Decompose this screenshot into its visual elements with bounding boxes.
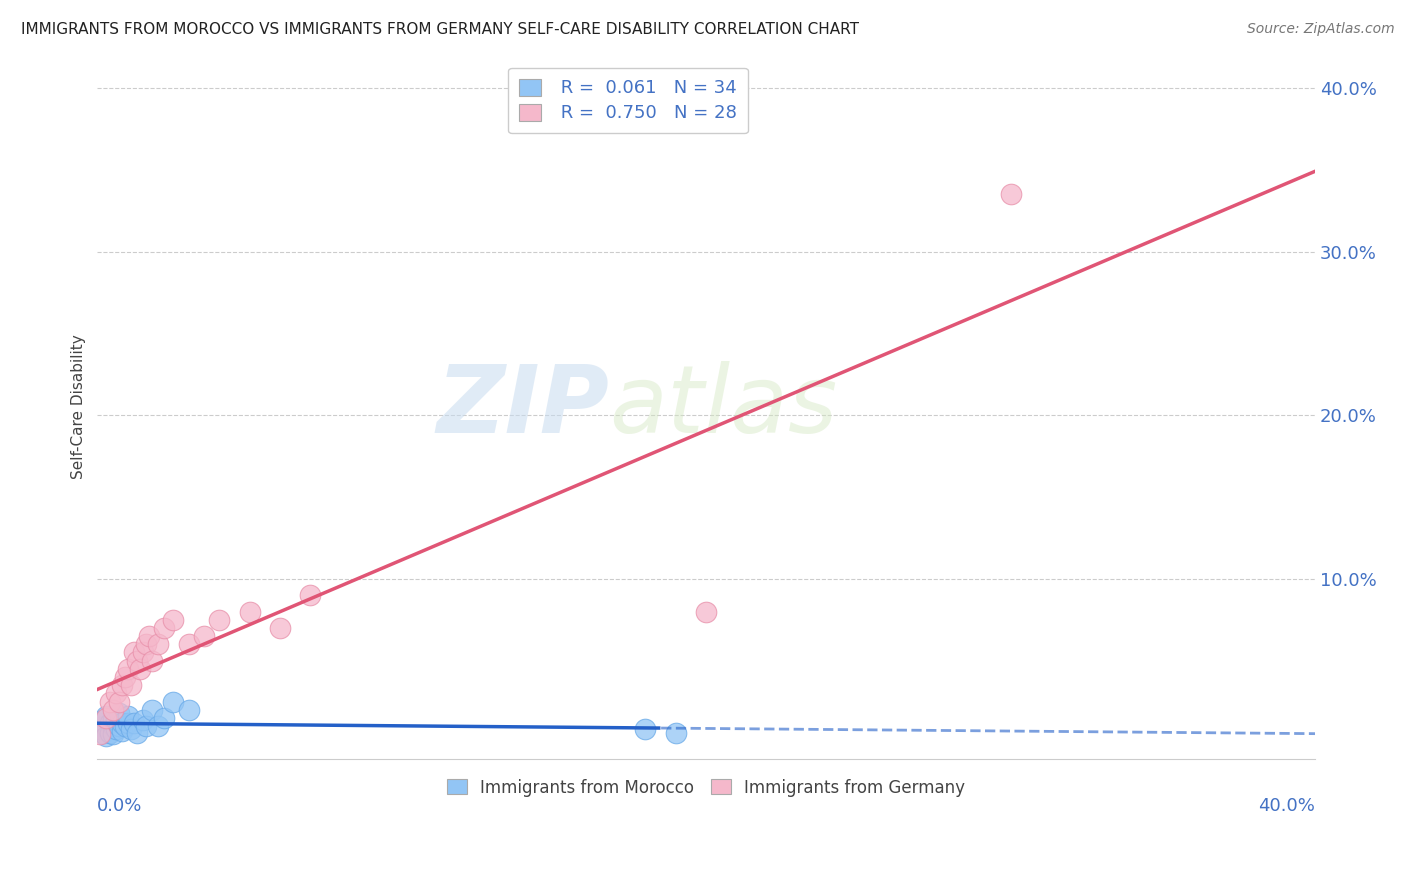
Point	[104, 713, 127, 727]
Point	[129, 662, 152, 676]
Point	[148, 719, 170, 733]
Point	[114, 670, 136, 684]
Point	[665, 725, 688, 739]
Point	[111, 715, 134, 730]
Point	[122, 715, 145, 730]
Point	[101, 719, 124, 733]
Point	[132, 645, 155, 659]
Point	[120, 723, 142, 737]
Point	[111, 678, 134, 692]
Point	[120, 678, 142, 692]
Point	[132, 713, 155, 727]
Point	[162, 613, 184, 627]
Point	[153, 621, 176, 635]
Point	[117, 709, 139, 723]
Point	[101, 727, 124, 741]
Point	[117, 662, 139, 676]
Point	[125, 654, 148, 668]
Point	[138, 629, 160, 643]
Point	[269, 621, 291, 635]
Text: ZIP: ZIP	[436, 361, 609, 453]
Point	[104, 723, 127, 737]
Point	[107, 719, 129, 733]
Point	[114, 719, 136, 733]
Point	[153, 711, 176, 725]
Point	[101, 703, 124, 717]
Point	[104, 686, 127, 700]
Point	[101, 713, 124, 727]
Point	[135, 719, 157, 733]
Legend: Immigrants from Morocco, Immigrants from Germany: Immigrants from Morocco, Immigrants from…	[440, 772, 972, 803]
Text: 0.0%: 0.0%	[97, 797, 143, 815]
Point	[177, 703, 200, 717]
Point	[135, 637, 157, 651]
Point	[107, 706, 129, 720]
Text: atlas: atlas	[609, 361, 837, 452]
Point	[122, 645, 145, 659]
Point	[98, 694, 121, 708]
Point	[141, 654, 163, 668]
Point	[111, 723, 134, 738]
Point	[89, 727, 111, 741]
Y-axis label: Self-Care Disability: Self-Care Disability	[72, 334, 86, 479]
Point	[695, 605, 717, 619]
Point	[141, 703, 163, 717]
Text: 40.0%: 40.0%	[1258, 797, 1315, 815]
Point	[98, 715, 121, 730]
Point	[148, 637, 170, 651]
Point	[89, 715, 111, 730]
Point	[239, 605, 262, 619]
Point	[93, 725, 115, 739]
Point	[299, 588, 322, 602]
Point	[93, 719, 115, 733]
Point	[125, 725, 148, 739]
Point	[96, 709, 118, 723]
Point	[93, 713, 115, 727]
Point	[96, 711, 118, 725]
Text: Source: ZipAtlas.com: Source: ZipAtlas.com	[1247, 22, 1395, 37]
Point	[208, 613, 231, 627]
Point	[162, 694, 184, 708]
Text: IMMIGRANTS FROM MOROCCO VS IMMIGRANTS FROM GERMANY SELF-CARE DISABILITY CORRELAT: IMMIGRANTS FROM MOROCCO VS IMMIGRANTS FR…	[21, 22, 859, 37]
Point	[96, 729, 118, 743]
Point	[177, 637, 200, 651]
Point	[107, 694, 129, 708]
Point	[1000, 187, 1022, 202]
Point	[634, 723, 657, 737]
Point	[96, 719, 118, 733]
Point	[89, 723, 111, 737]
Point	[98, 725, 121, 739]
Point	[193, 629, 215, 643]
Point	[117, 715, 139, 730]
